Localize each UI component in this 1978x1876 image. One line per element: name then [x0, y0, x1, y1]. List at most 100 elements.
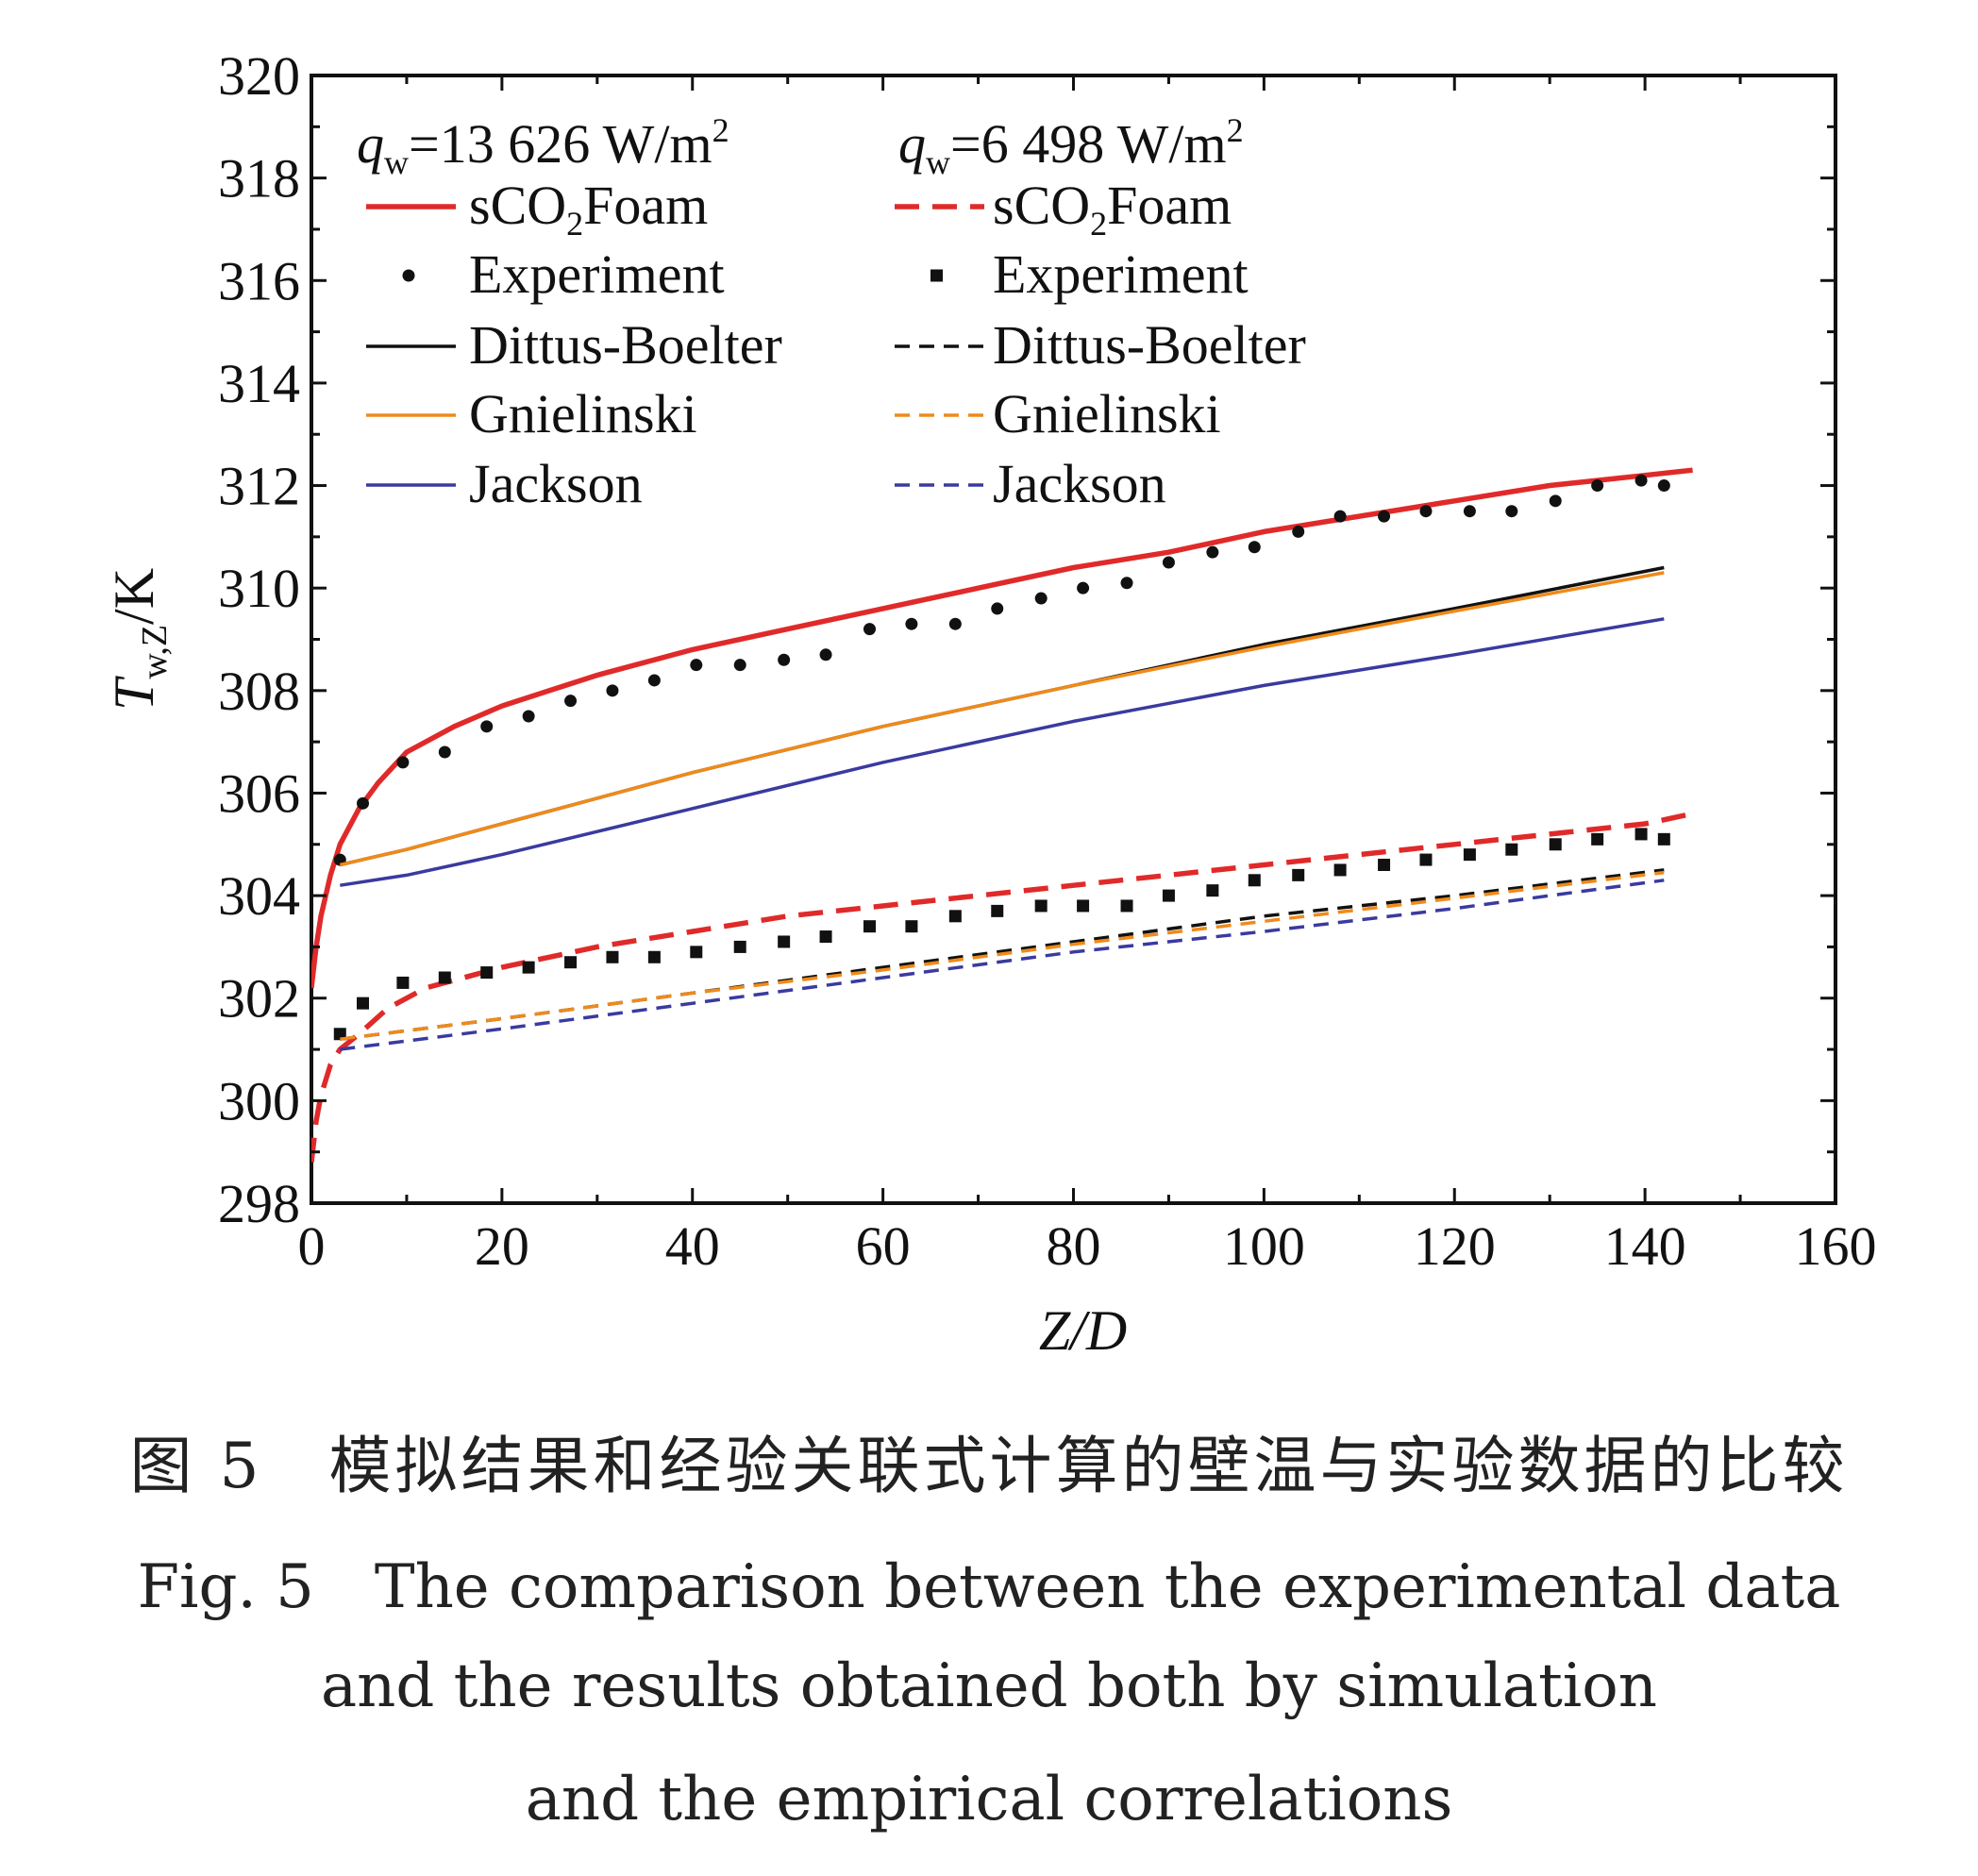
series-dittus-boelter-qw6498	[340, 868, 1665, 1041]
legend-header-q: q	[357, 113, 384, 175]
y-tick-label: 308	[218, 661, 300, 722]
x-tick-label: 100	[1223, 1215, 1305, 1277]
y-tick-label: 300	[218, 1070, 300, 1131]
data-point	[690, 659, 703, 672]
data-point	[1505, 843, 1518, 856]
legend-header-q: q	[898, 113, 926, 175]
data-point	[690, 946, 703, 959]
data-point	[1206, 884, 1219, 897]
figure-caption-chinese: 图 5 模拟结果和经验关联式计算的壁温与实验数据的比较	[129, 1430, 1849, 1502]
series-gnielinski-qw6498	[340, 870, 1665, 1041]
legend-label: Dittus-Boelter	[469, 314, 782, 376]
data-point	[357, 796, 370, 810]
data-point	[606, 684, 619, 697]
data-point	[396, 976, 410, 989]
series-jackson-qw6498	[340, 879, 1665, 1051]
legend-marker-experiment	[402, 269, 415, 282]
data-point	[1034, 592, 1048, 605]
data-point	[733, 940, 746, 953]
axis-ticks: 0 20 40 60 80 100 120 140 160 298 300 302 304 306 308 3…	[218, 45, 1877, 1277]
legend-label-prefix: sCO	[993, 175, 1090, 236]
x-tick-label: 80	[1047, 1215, 1101, 1277]
legend-label: Gnielinski	[469, 383, 697, 444]
data-point	[480, 966, 494, 980]
data-point	[438, 745, 451, 759]
data-point	[1463, 848, 1476, 862]
data-point	[1077, 581, 1090, 595]
legend-header-superscript: 2	[712, 111, 729, 149]
legend-label-subscript: 2	[1090, 205, 1107, 243]
y-tick-label: 310	[218, 558, 300, 619]
data-point	[1248, 541, 1261, 554]
data-point	[1549, 494, 1562, 508]
x-tick-label: 120	[1414, 1215, 1496, 1277]
data-point	[1505, 505, 1518, 518]
data-point	[1419, 505, 1433, 518]
data-point	[1248, 874, 1261, 887]
data-point	[819, 648, 832, 662]
figure-caption-english-line-1: Fig. 5 The comparison between the experi…	[137, 1552, 1841, 1622]
legend-group-header: qw=13 626 W/m2	[357, 111, 729, 181]
y-tick-label: 312	[218, 456, 300, 517]
data-point	[733, 659, 746, 672]
data-point	[1333, 863, 1347, 877]
data-point	[1162, 556, 1175, 569]
data-point	[778, 653, 791, 666]
legend-label: Gnielinski	[993, 383, 1221, 444]
legend-label: sCO2Foam	[993, 175, 1232, 243]
legend-marker-experiment	[930, 269, 943, 282]
data-point	[948, 617, 962, 630]
series-jackson-qw13626	[340, 617, 1665, 887]
data-point	[1292, 868, 1305, 881]
data-point	[1591, 479, 1604, 493]
legend-label: Dittus-Boelter	[993, 314, 1306, 376]
data-point	[564, 695, 578, 708]
data-point	[1034, 899, 1048, 913]
data-point	[991, 904, 1004, 917]
data-point	[905, 920, 918, 933]
legend-label-suffix: Foam	[583, 175, 708, 236]
data-point	[396, 756, 410, 769]
figure-caption-english-line-2: and the results obtained both by simulat…	[320, 1651, 1658, 1721]
legend-label-subscript: 2	[566, 205, 583, 243]
legend-header-subscript: w	[384, 143, 409, 181]
data-point	[333, 1028, 346, 1041]
y-tick-label: 318	[218, 148, 300, 209]
x-tick-label: 0	[298, 1215, 326, 1277]
data-point	[1634, 828, 1648, 841]
data-point	[1419, 853, 1433, 866]
y-axis-title-symbol: T	[103, 676, 165, 711]
data-point	[1378, 859, 1391, 871]
data-point	[1634, 474, 1648, 487]
data-point	[1549, 838, 1562, 851]
y-tick-label: 316	[218, 250, 300, 311]
data-point	[1591, 832, 1604, 846]
data-point	[1120, 577, 1133, 590]
data-point	[1162, 889, 1175, 902]
data-point	[438, 971, 451, 984]
data-point	[819, 930, 832, 944]
x-axis-title: Z/D	[1039, 1299, 1127, 1362]
y-tick-label: 314	[218, 353, 300, 414]
data-point	[948, 910, 962, 923]
x-tick-label: 20	[475, 1215, 529, 1277]
series-sco2foam-qw13626	[311, 467, 1693, 989]
x-tick-label: 40	[665, 1215, 720, 1277]
legend-label: Jackson	[469, 453, 643, 514]
legend-label: Experiment	[469, 243, 725, 305]
data-point	[522, 710, 535, 723]
legend-header-superscript: 2	[1227, 111, 1244, 149]
figure-caption-english-line-3: and the empirical correlations	[525, 1765, 1453, 1834]
data-point	[1206, 545, 1219, 559]
legend: qw=13 626 W/m2sCO2FoamExperimentDittus-B…	[357, 111, 1306, 514]
y-tick-label: 304	[218, 865, 300, 927]
legend-label: Jackson	[993, 453, 1166, 514]
y-tick-label: 306	[218, 762, 300, 824]
data-point	[1657, 832, 1670, 846]
data-point	[905, 617, 918, 630]
data-point	[1463, 505, 1476, 518]
y-tick-label: 298	[218, 1173, 300, 1234]
legend-label: sCO2Foam	[469, 175, 708, 243]
data-point	[778, 935, 791, 948]
